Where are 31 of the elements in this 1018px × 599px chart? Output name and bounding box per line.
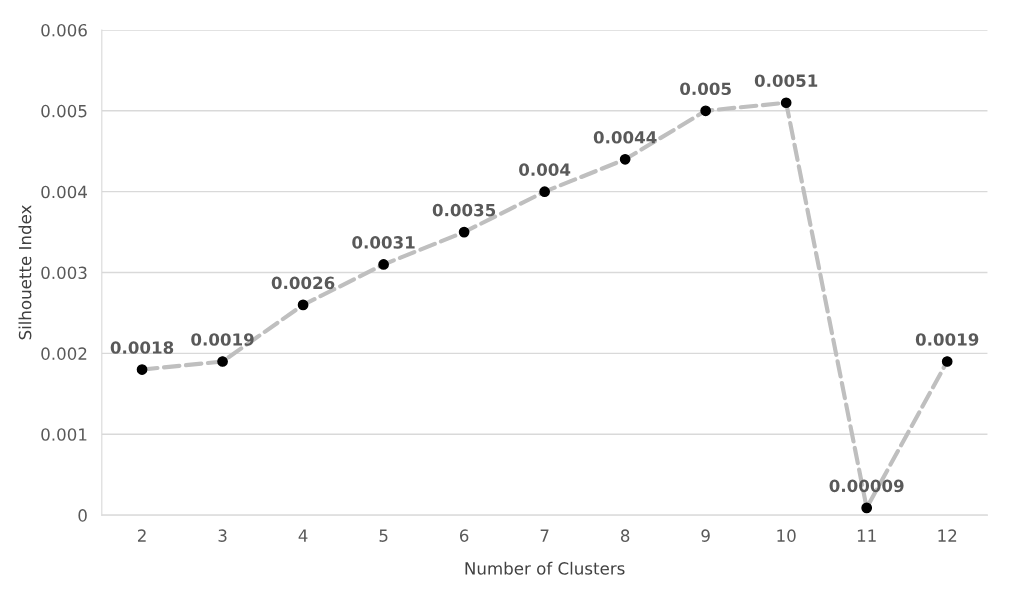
data-label: 0.0035 xyxy=(432,203,496,217)
data-label: 0.0031 xyxy=(352,236,415,249)
x-axis-title: Number of Clusters xyxy=(465,561,625,575)
x-tick-label: 12 xyxy=(938,529,957,542)
x-tick-label: 10 xyxy=(777,529,796,542)
y-tick-label: 0.003 xyxy=(41,266,87,280)
data-label: 0.0051 xyxy=(754,74,818,87)
y-tick-label: 0 xyxy=(78,509,87,522)
y-tick-label: 0.002 xyxy=(41,347,87,360)
y-tick-label: 0.004 xyxy=(41,185,87,199)
y-axis-title: Silhouette Index xyxy=(18,205,32,340)
data-label: 0.0044 xyxy=(593,131,657,144)
x-tick-label: 4 xyxy=(298,529,308,542)
data-label: 0.0019 xyxy=(191,333,254,346)
y-tick-label: 0.006 xyxy=(41,23,87,37)
data-label: 0.0026 xyxy=(271,276,335,290)
data-label: 0.004 xyxy=(519,163,571,176)
data-label: 0.0018 xyxy=(110,341,174,354)
x-tick-label: 8 xyxy=(620,529,630,542)
x-tick-label: 5 xyxy=(379,529,388,542)
y-tick-label: 0.005 xyxy=(41,104,87,118)
data-label: 0.0019 xyxy=(915,333,979,346)
x-tick-label: 7 xyxy=(540,529,549,542)
x-tick-label: 9 xyxy=(701,529,710,542)
x-tick-label: 6 xyxy=(459,529,469,542)
x-tick-label: 11 xyxy=(857,529,876,542)
data-label: 0.00009 xyxy=(829,479,904,493)
data-label: 0.005 xyxy=(680,82,731,96)
x-tick-label: 2 xyxy=(137,529,146,542)
y-tick-label: 0.001 xyxy=(41,428,87,441)
x-tick-label: 3 xyxy=(218,529,227,542)
